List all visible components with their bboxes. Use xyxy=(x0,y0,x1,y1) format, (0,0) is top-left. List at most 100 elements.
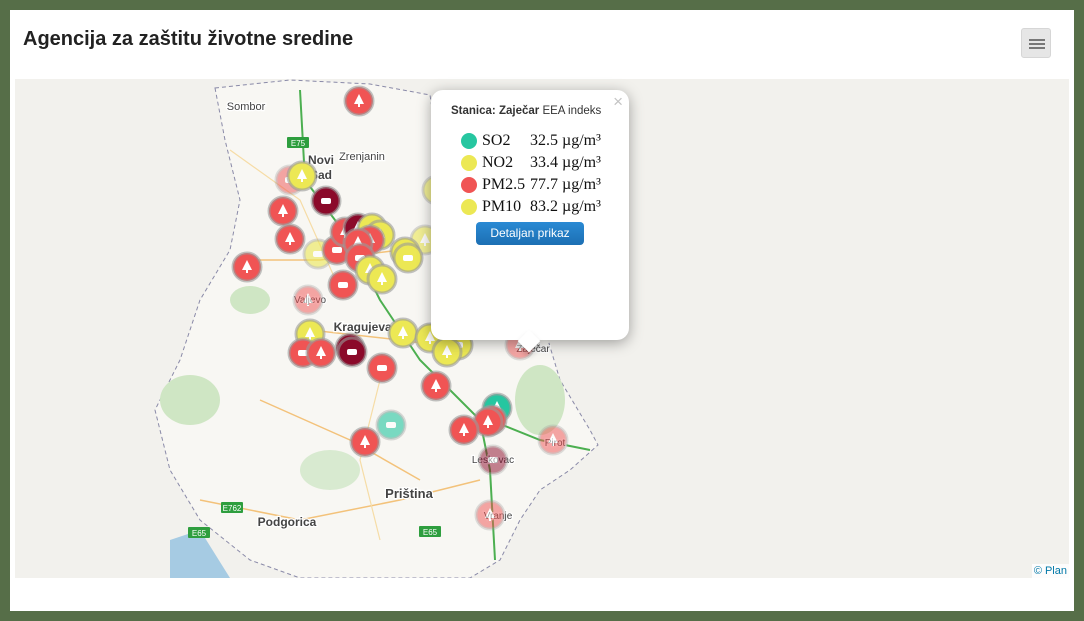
marker-icon xyxy=(420,233,430,246)
station-marker[interactable] xyxy=(420,370,452,402)
marker-icon xyxy=(338,282,348,288)
station-marker[interactable] xyxy=(267,195,299,227)
road-shield xyxy=(419,526,441,537)
pollutant-value: 32.5 µg/m³ xyxy=(530,132,601,149)
map-label: Podgorica xyxy=(258,515,317,529)
station-marker[interactable] xyxy=(537,424,569,456)
panel: Agencija za zaštitu životne sredine Somb… xyxy=(10,10,1074,611)
close-button[interactable]: × xyxy=(613,92,623,111)
pollutant-name: PM10 xyxy=(482,198,522,215)
station-marker[interactable] xyxy=(366,352,398,384)
road-label: E762 xyxy=(223,504,242,513)
marker-icon xyxy=(297,169,307,182)
station-marker[interactable] xyxy=(310,185,342,217)
station-marker[interactable] xyxy=(292,284,324,316)
station-marker[interactable] xyxy=(274,223,306,255)
marker-icon xyxy=(278,204,288,217)
forest xyxy=(230,286,270,314)
station-marker[interactable] xyxy=(392,242,424,274)
station-marker[interactable] xyxy=(286,160,318,192)
popup: × Stanica: Zaječar EEA indeks SO2 32.5 µg… xyxy=(431,90,629,353)
station-marker[interactable] xyxy=(349,426,381,458)
attribution[interactable]: © Plan xyxy=(1031,564,1069,578)
pollutant-dot xyxy=(461,133,477,149)
road-shield xyxy=(287,137,309,148)
station-marker[interactable] xyxy=(387,317,419,349)
marker-icon xyxy=(354,94,364,107)
marker-icon xyxy=(305,327,315,340)
marker-icon xyxy=(347,349,357,355)
pollutant-value: 83.2 µg/m³ xyxy=(530,198,601,215)
marker-icon xyxy=(360,435,370,448)
station-marker[interactable] xyxy=(431,336,463,368)
map-label: Priština xyxy=(385,486,433,501)
station-marker[interactable] xyxy=(375,409,407,441)
marker-icon xyxy=(548,433,558,446)
marker-icon xyxy=(386,422,396,428)
marker-icon xyxy=(313,251,323,257)
marker-icon xyxy=(316,346,326,359)
marker-icon xyxy=(285,232,295,245)
marker-icon xyxy=(431,379,441,392)
map-canvas: SomborNoviSadZrenjaninValjevoKragujevacZ… xyxy=(154,79,599,578)
map-label: Sombor xyxy=(227,101,266,113)
road-label: E65 xyxy=(423,528,438,537)
road-label: E75 xyxy=(291,139,306,148)
map-label: Novi xyxy=(308,153,334,167)
pollutant-row: PM10 83.2 µg/m³ xyxy=(461,196,601,218)
station-marker[interactable] xyxy=(231,251,263,283)
station-marker[interactable] xyxy=(343,85,375,117)
road-shield xyxy=(188,527,210,538)
pollutant-row: PM2.5 77.7 µg/m³ xyxy=(461,174,601,196)
pollutant-list: SO2 32.5 µg/m³ NO2 33.4 µg/m³ PM2.5 77.7 µg/m… xyxy=(461,130,601,218)
index-label: EEA indeks xyxy=(542,105,602,117)
map-label: Zrenjanin xyxy=(339,151,385,163)
pollutant-row: SO2 32.5 µg/m³ xyxy=(461,130,601,152)
forest xyxy=(300,450,360,490)
station-marker[interactable] xyxy=(366,263,398,295)
forest xyxy=(160,375,220,425)
station-name: Zaječar xyxy=(498,105,540,117)
station-label: Stanica: xyxy=(451,105,496,117)
marker-icon xyxy=(459,423,469,436)
station-marker[interactable] xyxy=(477,444,509,476)
marker-icon xyxy=(488,457,498,463)
station-marker[interactable] xyxy=(305,337,337,369)
pollutant-row: NO2 33.4 µg/m³ xyxy=(461,152,601,174)
station-marker[interactable] xyxy=(336,336,368,368)
details-button[interactable]: Detaljan prikaz xyxy=(476,222,584,245)
menu-button[interactable] xyxy=(1021,28,1051,58)
pollutant-value: 33.4 µg/m³ xyxy=(530,154,601,171)
pollutant-name: NO2 xyxy=(482,154,514,171)
marker-icon xyxy=(442,345,452,358)
pollutant-dot xyxy=(461,177,477,193)
pollutant-name: PM2.5 xyxy=(482,176,526,193)
map-label: Kragujevac xyxy=(334,320,399,334)
marker-icon xyxy=(298,350,308,356)
marker-icon xyxy=(242,260,252,273)
marker-icon xyxy=(403,255,413,261)
road-shield xyxy=(221,502,243,513)
popup-header: Stanica: Zaječar EEA indeks xyxy=(451,105,601,117)
forest xyxy=(515,365,565,435)
marker-icon xyxy=(515,338,525,351)
station-marker[interactable] xyxy=(474,499,506,531)
marker-icon xyxy=(483,415,493,428)
pollutant-name: SO2 xyxy=(482,132,511,149)
marker-icon xyxy=(398,326,408,339)
station-marker[interactable] xyxy=(448,414,480,446)
marker-icon xyxy=(485,508,495,521)
pollutant-dot xyxy=(461,155,477,171)
title: Agencija za zaštitu životne sredine xyxy=(23,28,354,50)
marker-icon xyxy=(377,365,387,371)
road-label: E65 xyxy=(192,529,207,538)
marker-icon xyxy=(425,331,435,344)
marker-icon xyxy=(332,247,342,253)
station-marker[interactable] xyxy=(327,269,359,301)
marker-icon xyxy=(321,198,331,204)
marker-icon xyxy=(377,272,387,285)
pollutant-dot xyxy=(461,199,477,215)
pollutant-value: 77.7 µg/m³ xyxy=(530,176,601,193)
marker-icon xyxy=(303,293,313,306)
